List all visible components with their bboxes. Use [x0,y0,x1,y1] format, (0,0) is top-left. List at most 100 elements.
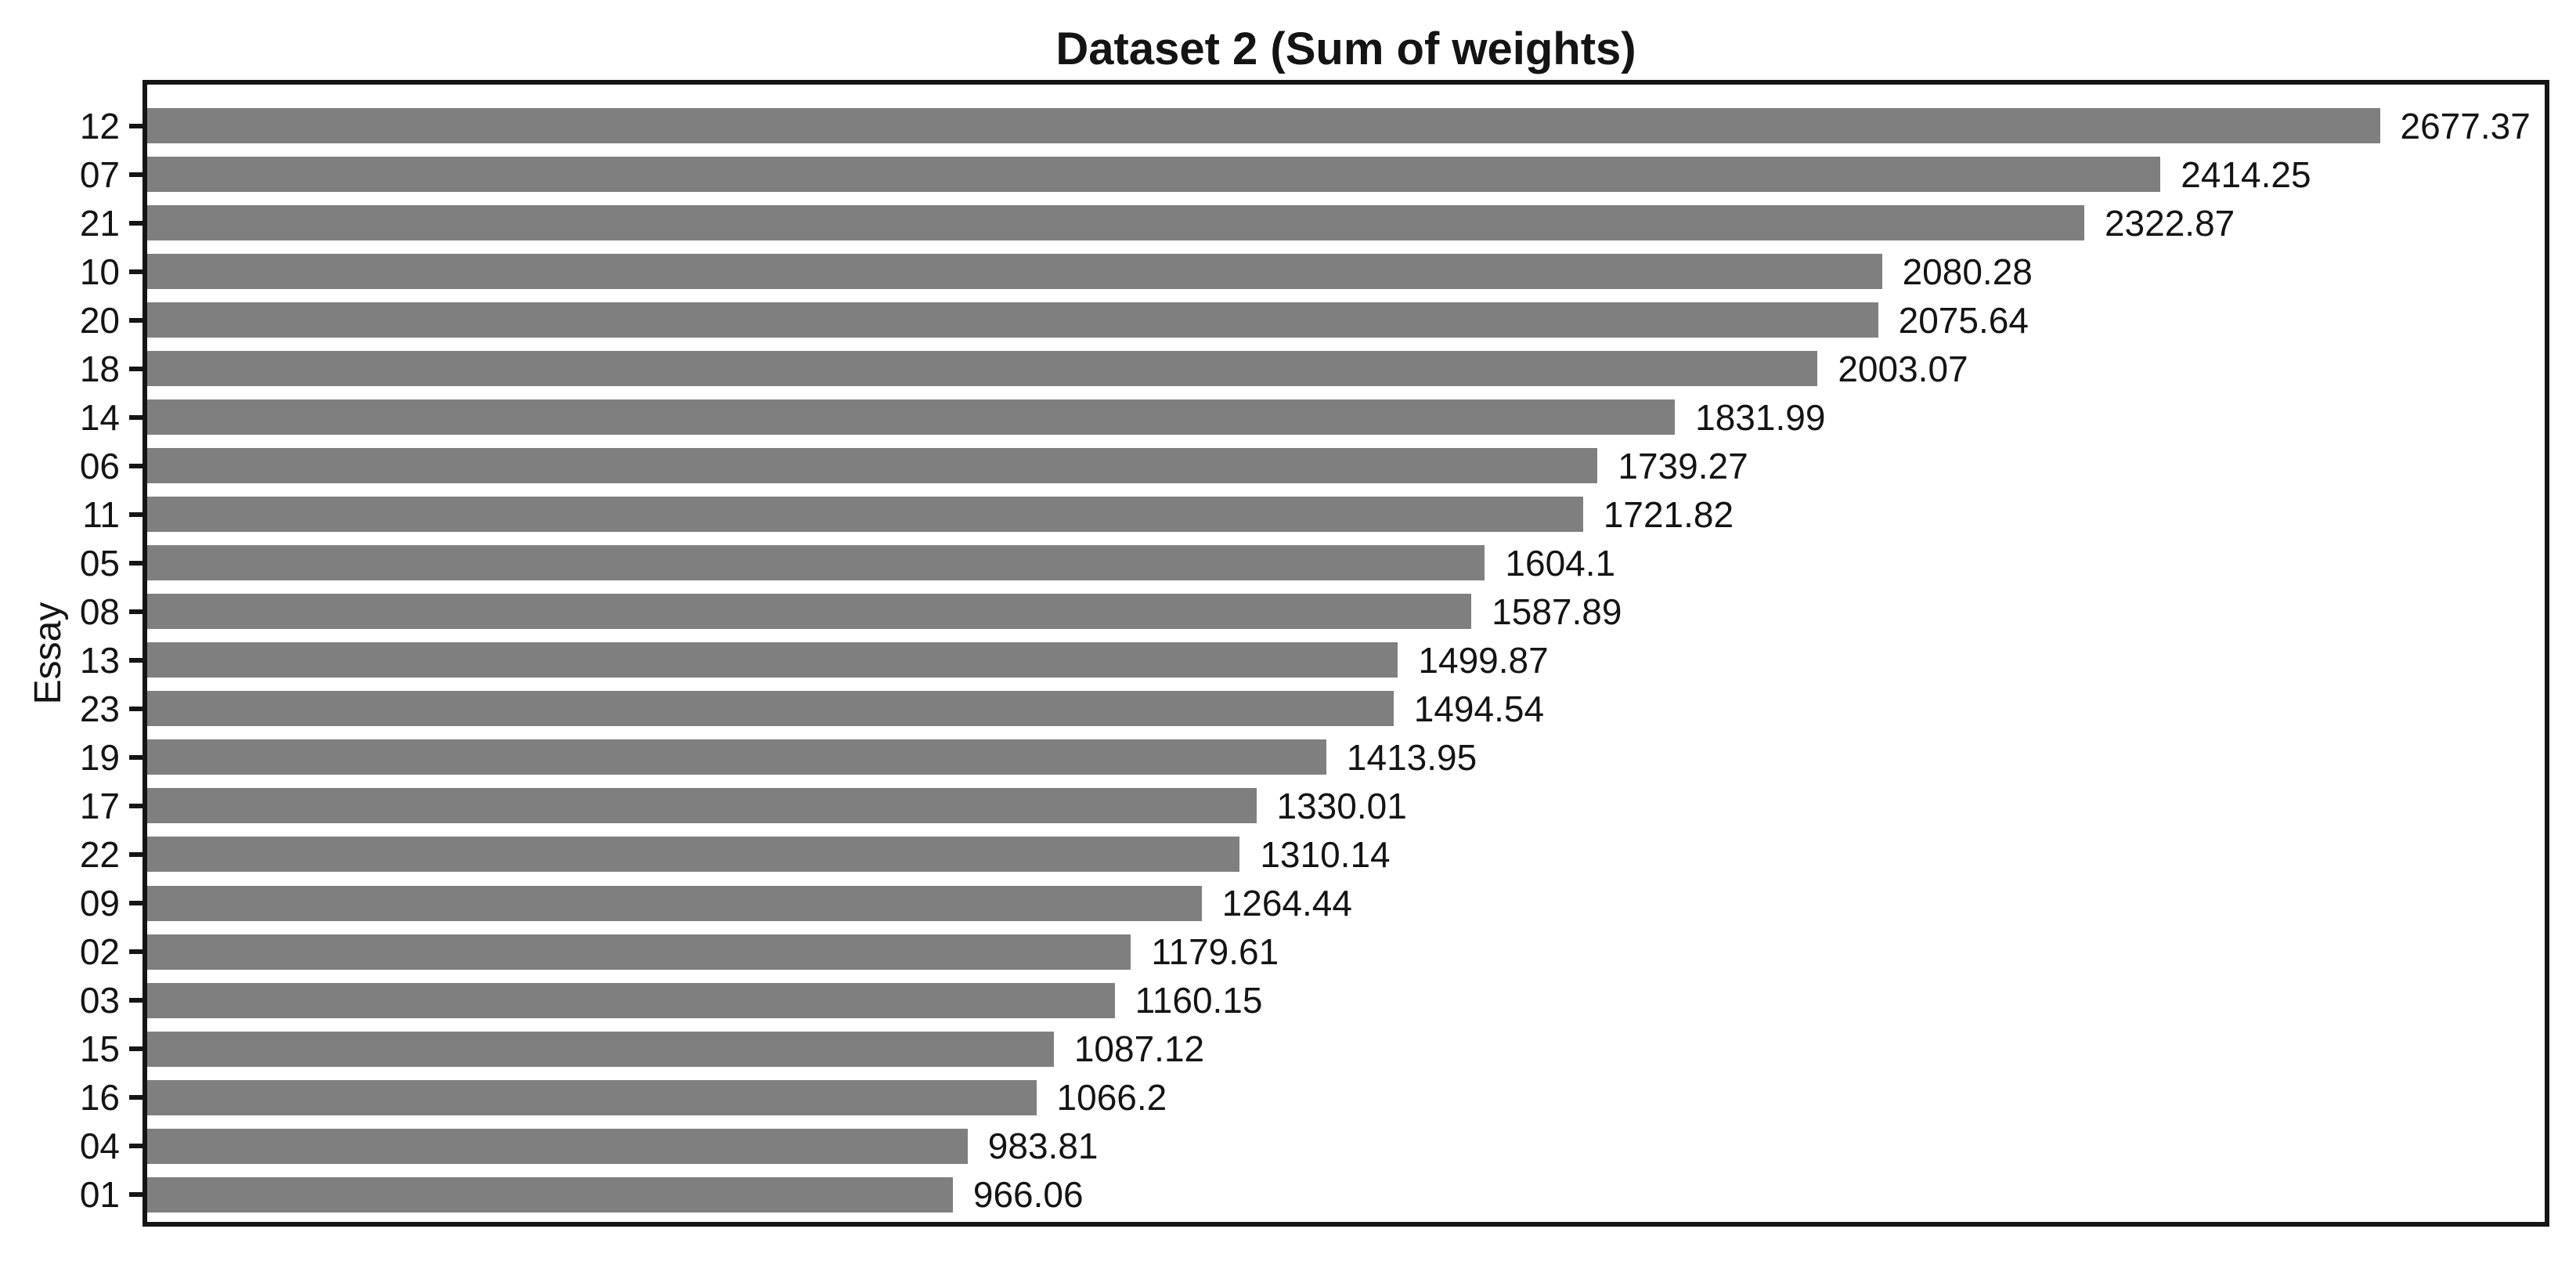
y-tick-label: 03 [79,980,120,1021]
bar [147,1128,968,1164]
value-label: 1066.2 [1056,1077,1167,1119]
y-tick-mark [129,317,143,323]
bar [147,1079,1037,1115]
y-tick-mark [129,269,143,274]
bar [147,254,1882,290]
value-label: 2322.87 [2104,202,2235,244]
y-tick-label: 19 [79,736,120,778]
plot-area: 12 2677.37 07 2414.25 21 2322.87 10 2080.28 20 20… [80,80,2549,1227]
y-tick-label: 21 [79,202,120,244]
y-tick-mark [129,560,143,566]
value-label: 1160.15 [1135,980,1263,1021]
bar-row: 16 1066.2 [80,1077,2545,1119]
y-tick-mark [129,609,143,614]
bar-row: 23 1494.54 [80,688,2545,729]
y-axis-title: Essay [27,602,69,705]
y-tick-label: 15 [79,1028,120,1070]
y-tick-label: 04 [79,1126,120,1167]
bar-row: 01 966.06 [80,1174,2545,1216]
value-label: 1739.27 [1618,445,1748,486]
value-label: 1087.12 [1073,1028,1205,1070]
y-tick-label: 20 [79,299,120,341]
bar [147,837,1240,873]
value-label: 1831.99 [1695,396,1826,438]
value-label: 1264.44 [1221,883,1352,923]
y-tick-label: 13 [79,639,120,681]
y-tick-label: 07 [79,154,120,195]
value-label: 2414.25 [2181,154,2311,195]
y-tick-mark [129,706,143,711]
y-tick-label: 23 [79,688,120,729]
y-tick-mark [129,172,143,177]
bar [147,448,1598,484]
y-tick-mark [129,463,143,468]
bar [147,691,1394,727]
value-label: 1499.87 [1418,639,1549,681]
bar-row: 22 1310.14 [80,837,2545,873]
y-tick-mark [129,220,143,226]
value-label: 966.06 [972,1174,1084,1216]
bar [147,108,2380,143]
value-label: 1179.61 [1151,931,1279,973]
bar [147,351,1818,387]
value-label: 2677.37 [2400,105,2531,146]
value-label: 1587.89 [1492,591,1622,632]
bar-row: 07 2414.25 [80,154,2545,195]
bar [147,157,2161,193]
bar-row: 15 1087.12 [80,1028,2545,1070]
y-tick-mark [129,511,143,517]
y-tick-mark [129,998,143,1003]
bar-row: 09 1264.44 [80,883,2545,923]
value-label: 1330.01 [1276,785,1407,826]
y-tick-label: 02 [79,931,120,973]
y-tick-label: 16 [79,1077,120,1119]
bar-row: 04 983.81 [80,1126,2545,1167]
bar [147,788,1257,824]
bar-row: 13 1499.87 [80,639,2545,681]
bar-row: 11 1721.82 [82,493,2545,535]
bar [147,545,1485,581]
y-tick-mark [129,657,143,663]
y-tick-mark [129,414,143,420]
y-tick-mark [129,754,143,760]
bar [147,934,1131,970]
y-tick-mark [129,901,143,905]
y-tick-mark [129,1144,143,1149]
bar-row: 08 1587.89 [80,591,2545,632]
y-tick-mark [129,366,143,371]
bar-row: 19 1413.95 [80,739,2545,775]
y-tick-mark [129,851,143,857]
chart-title: Dataset 2 (Sum of weights) [1055,23,1636,74]
bar-row: 12 2677.37 [80,105,2545,146]
bar-row: 14 1831.99 [80,396,2545,438]
bar-row: 03 1160.15 [80,980,2545,1021]
y-tick-mark [129,1095,143,1101]
y-tick-mark [129,949,143,955]
bar [147,982,1115,1018]
bar-row: 17 1330.01 [80,785,2545,826]
value-label: 2003.07 [1838,348,1968,389]
bar-row: 18 2003.07 [80,348,2545,389]
value-label: 2080.28 [1902,251,2033,292]
y-tick-label: 10 [79,251,120,292]
bar-row: 20 2075.64 [80,302,2545,338]
value-label: 1604.1 [1505,542,1616,584]
y-tick-label: 11 [82,493,120,535]
bar [147,497,1583,533]
bar [147,594,1472,630]
bar [147,642,1398,678]
value-label: 983.81 [987,1126,1099,1167]
y-tick-label: 06 [79,445,120,486]
value-label: 1721.82 [1603,493,1734,535]
bar-row: 05 1604.1 [80,542,2545,584]
bar [147,1031,1054,1067]
y-tick-label: 12 [79,105,120,146]
bar [147,205,2084,241]
bar [147,399,1676,436]
y-tick-label: 09 [79,883,120,923]
y-tick-label: 05 [79,542,120,584]
value-label: 1494.54 [1413,688,1545,729]
bar [147,1176,953,1213]
bar-row: 10 2080.28 [80,251,2545,292]
